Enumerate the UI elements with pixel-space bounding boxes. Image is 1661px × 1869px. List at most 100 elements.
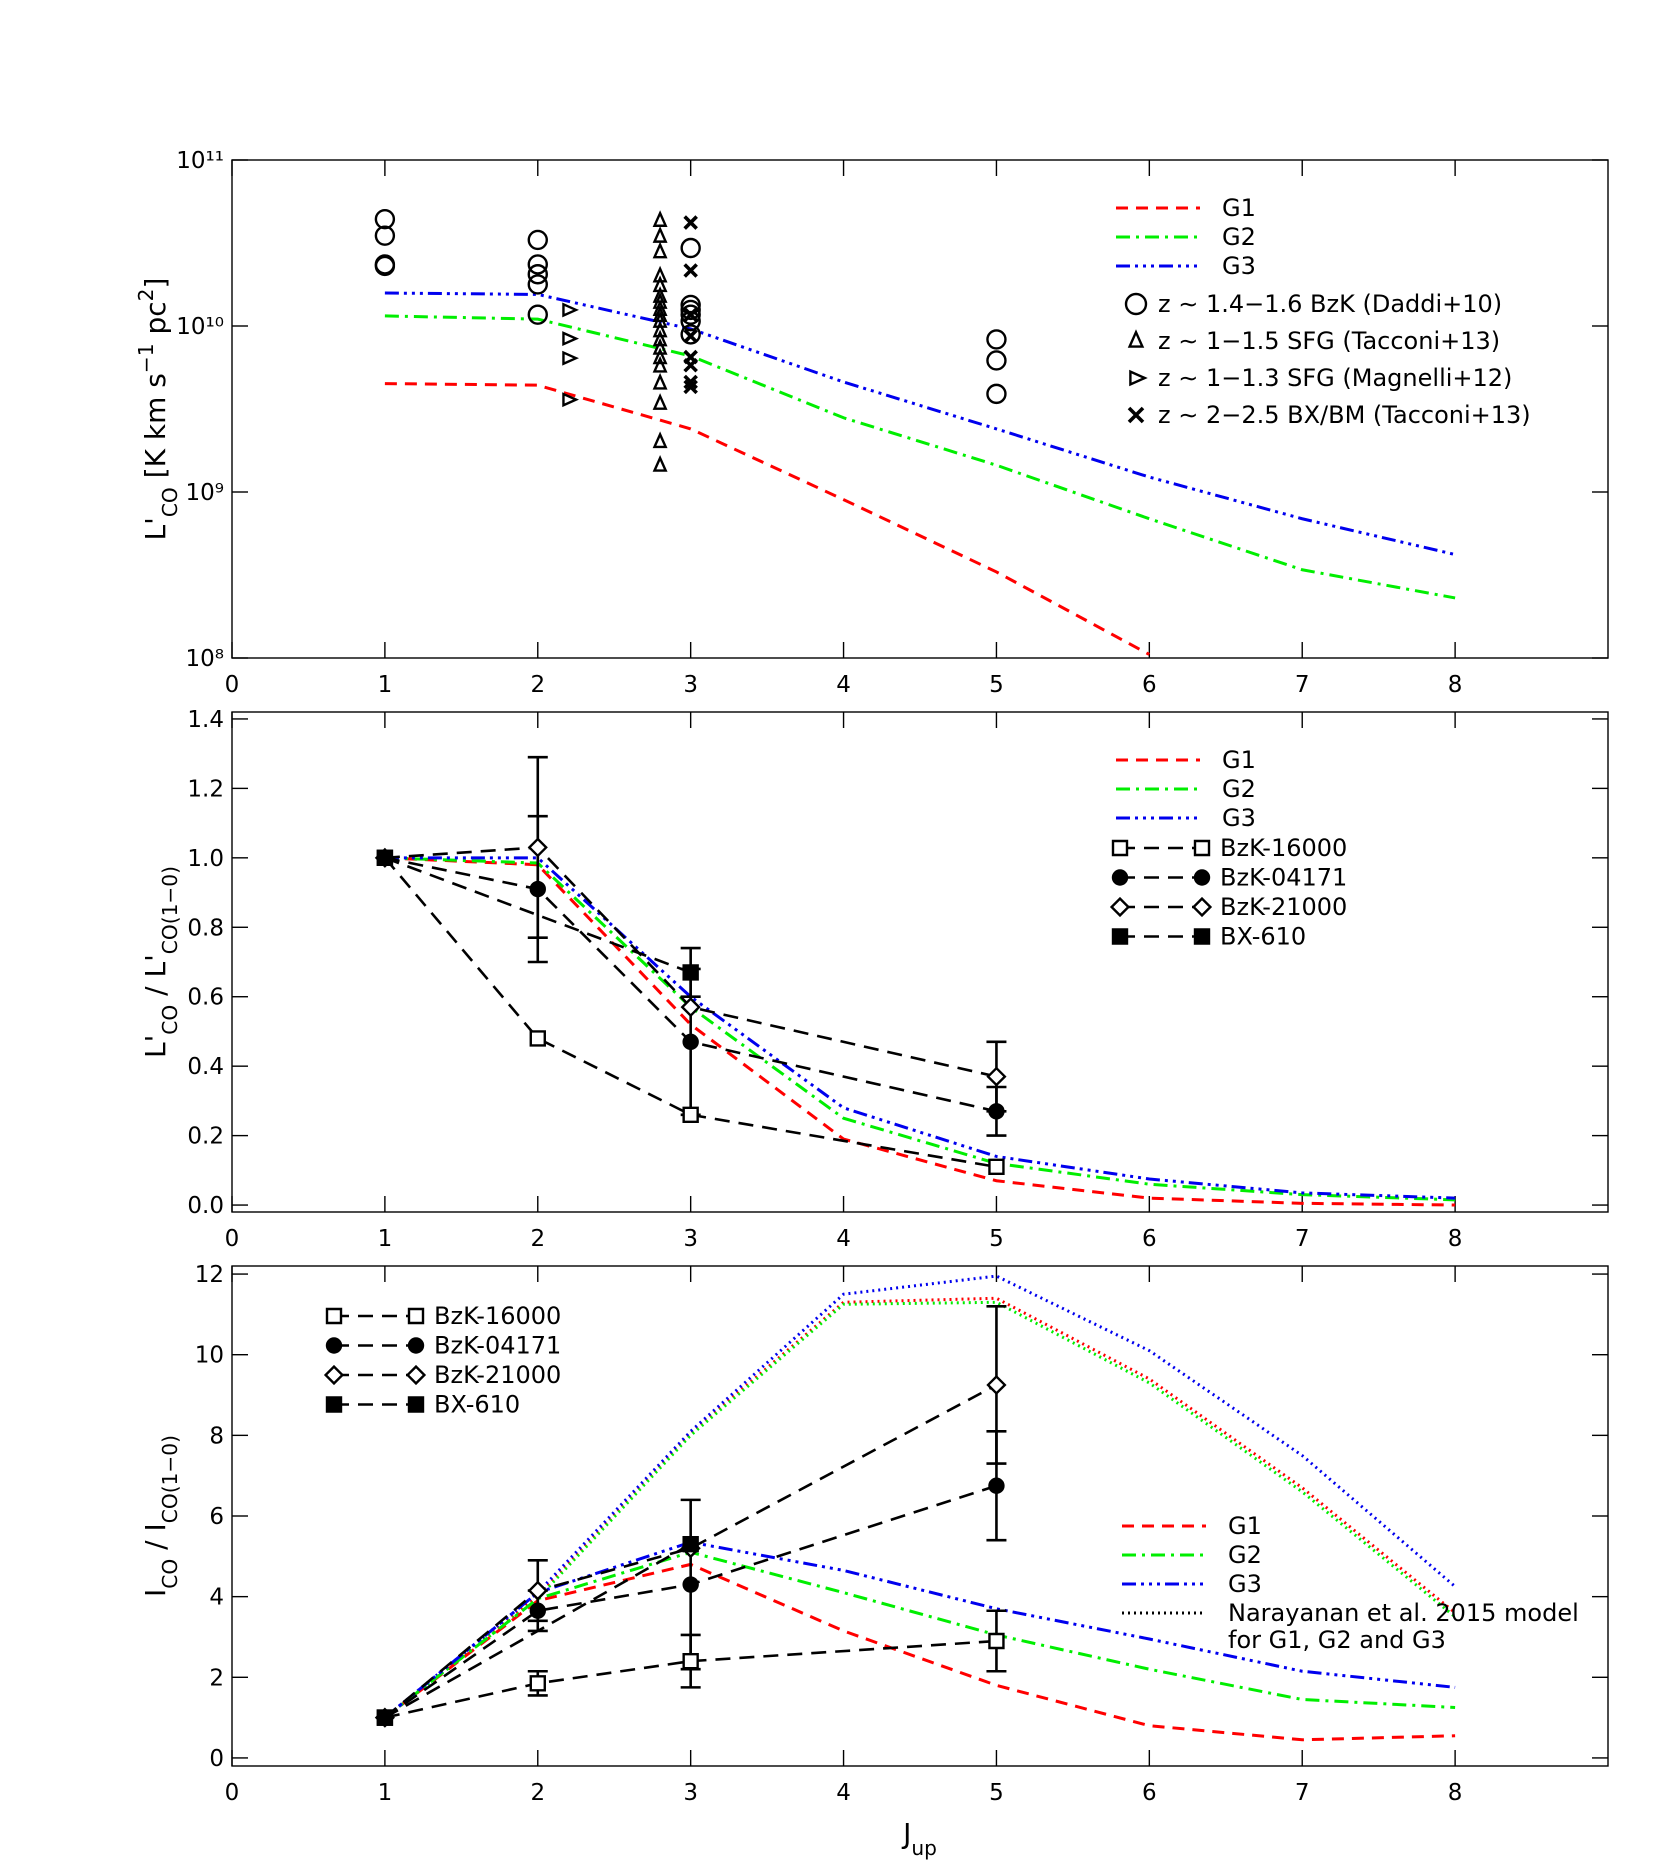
scatter-point	[562, 302, 580, 318]
x-tick-label: 7	[1295, 1780, 1310, 1806]
x-tick-label: 7	[1295, 672, 1310, 698]
obs-marker	[529, 880, 546, 898]
legend-marker	[323, 1364, 345, 1386]
x-tick-label: 6	[1142, 1780, 1157, 1806]
model-line	[383, 1274, 1457, 1719]
x-tick-label: 5	[989, 672, 1004, 698]
legend-marker	[1193, 869, 1211, 886]
y-tick-label: 10	[195, 1343, 224, 1369]
legend-label: G3	[1228, 1570, 1262, 1598]
scatter-point	[562, 331, 580, 347]
y-axis-label: ICO / ICO(1−0)	[139, 1435, 182, 1597]
scatter-point	[562, 392, 580, 408]
scatter-point	[652, 226, 668, 243]
legend-label: z ∼ 2−2.5 BX/BM (Tacconi+13)	[1158, 401, 1531, 429]
obs-line	[384, 1383, 998, 1719]
x-tick-label: 1	[378, 1226, 393, 1252]
x-tick-label: 8	[1448, 1226, 1463, 1252]
y-tick-label: 0.0	[187, 1193, 224, 1219]
scatter-point	[683, 307, 698, 322]
scatter-point	[652, 455, 668, 472]
obs-marker	[682, 1652, 699, 1670]
x-tick-label: 1	[378, 672, 393, 698]
scatter-point	[652, 355, 668, 373]
legend-label: BzK-04171	[434, 1332, 561, 1360]
scatter-point	[680, 324, 701, 345]
label-part: I	[139, 1589, 172, 1597]
series-line	[384, 856, 1456, 1202]
scatter-point	[374, 255, 396, 277]
obs-marker	[529, 1675, 546, 1692]
legend-marker	[1127, 329, 1145, 348]
y-tick-label: 8	[209, 1423, 224, 1449]
obs-line	[384, 856, 692, 974]
obs-line	[384, 1484, 997, 1719]
legend-label: BzK-21000	[434, 1361, 561, 1389]
y-axis-label: L'CO / L'CO(1−0)	[139, 866, 182, 1058]
scatter-point	[683, 357, 698, 373]
obs-line	[384, 1639, 997, 1719]
scatter-point	[374, 208, 396, 230]
obs-marker	[682, 1033, 699, 1051]
scatter-point	[652, 431, 668, 449]
obs-marker	[376, 1709, 394, 1726]
scatter-point	[527, 304, 548, 325]
scatter-point	[680, 310, 701, 332]
obs-marker	[682, 1536, 699, 1553]
y-tick-label: 4	[209, 1585, 224, 1611]
y-tick-label: 0.8	[187, 915, 224, 941]
x-tick-label: 0	[225, 672, 240, 698]
y-tick-label: 10¹¹	[176, 148, 224, 174]
obs-marker	[527, 837, 548, 858]
scatter-point	[652, 372, 668, 390]
scatter-point	[652, 241, 668, 259]
y-tick-label: 10⁸	[186, 646, 225, 672]
x-tick-label: 7	[1295, 1226, 1310, 1252]
scatter-point	[652, 338, 668, 355]
obs-marker	[988, 1477, 1005, 1494]
legend-label: z ∼ 1−1.3 SFG (Magnelli+12)	[1158, 364, 1512, 392]
scatter-point	[562, 350, 580, 366]
x-tick-label: 5	[989, 1226, 1004, 1252]
x-tick-label: 0	[225, 1226, 240, 1252]
legend-label: G1	[1222, 746, 1256, 774]
x-tick-label: 3	[683, 1226, 698, 1252]
legend-label: BX-610	[1220, 923, 1306, 951]
legend-marker	[1111, 839, 1129, 857]
legend-label: G3	[1222, 804, 1256, 832]
x-tick-label: 2	[530, 672, 545, 698]
scatter-point	[986, 383, 1007, 405]
panel: 0 1 2 3 4 5 6 7 8 0.0 0.2 0.4 0.6 0.8 1.0 1.2 1.4 L'CO / …	[139, 707, 1609, 1252]
legend-label: G1	[1222, 194, 1256, 222]
label-part: CO	[158, 487, 182, 517]
legend-marker	[407, 1307, 425, 1325]
x-tick-label: 2	[530, 1780, 545, 1806]
label-part: up	[911, 1836, 937, 1860]
x-tick-label: 2	[530, 1226, 545, 1252]
legend-marker	[1111, 928, 1129, 945]
legend-label: G3	[1222, 252, 1256, 280]
scatter-point	[652, 320, 668, 338]
plot-area	[374, 208, 1456, 656]
legend-label: G2	[1222, 223, 1256, 251]
label-part: 2	[134, 288, 158, 301]
scatter-point	[680, 237, 701, 259]
x-tick-label: 3	[683, 1780, 698, 1806]
legend-label: z ∼ 1.4−1.6 BzK (Daddi+10)	[1158, 290, 1502, 318]
legend-marker	[1191, 896, 1213, 918]
x-axis-label: Jup	[901, 1817, 937, 1860]
label-part: / I	[139, 1523, 172, 1559]
legend-label: G2	[1222, 775, 1256, 803]
plot-area	[374, 755, 1456, 1207]
y-tick-label: 0	[209, 1746, 224, 1772]
scatter-point	[652, 329, 668, 347]
y-tick-label: 12	[195, 1262, 224, 1288]
label-part: J	[901, 1817, 911, 1850]
x-tick-label: 4	[836, 672, 851, 698]
scatter-point	[527, 254, 548, 275]
legend-marker	[407, 1396, 425, 1413]
